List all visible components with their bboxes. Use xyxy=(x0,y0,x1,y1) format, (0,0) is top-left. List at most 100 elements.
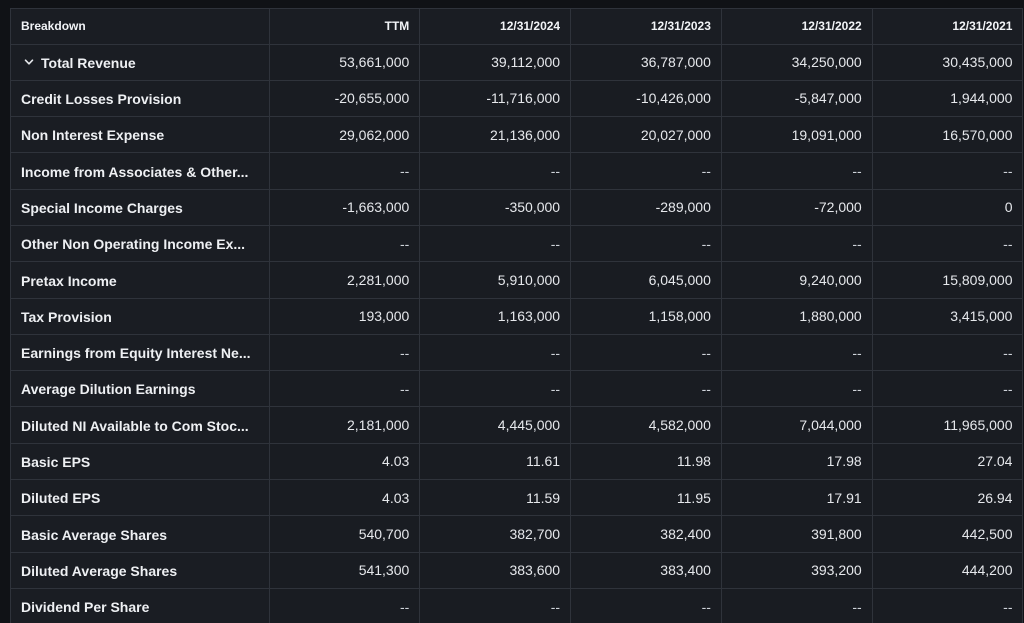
value-cell: 26.94 xyxy=(872,479,1023,517)
value-cell: 3,415,000 xyxy=(872,298,1023,335)
value-cell: -- xyxy=(721,334,873,372)
value-cell: 20,027,000 xyxy=(570,116,722,154)
value-cell: -- xyxy=(570,334,722,372)
table-row: Basic EPS 4.03 11.61 11.98 17.98 27.04 xyxy=(11,443,1023,481)
value-cell: 382,400 xyxy=(570,515,722,553)
value-cell: 4.03 xyxy=(269,479,421,517)
value-cell: 444,200 xyxy=(872,552,1023,589)
value-cell: 1,163,000 xyxy=(419,298,572,335)
value-cell: 11.61 xyxy=(419,443,572,481)
value-cell: 30,435,000 xyxy=(872,44,1023,81)
value-cell: -11,716,000 xyxy=(419,80,572,118)
value-cell: -- xyxy=(269,588,421,623)
row-label-cell: Diluted Average Shares xyxy=(11,552,270,589)
table-row: Average Dilution Earnings -- -- -- -- -- xyxy=(11,370,1023,408)
value-cell: 36,787,000 xyxy=(570,44,722,81)
value-cell: 541,300 xyxy=(269,552,421,589)
value-cell: -- xyxy=(570,152,722,190)
value-cell: -- xyxy=(570,588,722,623)
row-label-cell: Other Non Operating Income Ex... xyxy=(11,225,270,263)
income-statement-table: Breakdown TTM 12/31/2024 12/31/2023 12/3… xyxy=(11,9,1023,623)
row-label-cell: Basic Average Shares xyxy=(11,515,270,553)
value-cell: 17.98 xyxy=(721,443,873,481)
value-cell: 442,500 xyxy=(872,515,1023,553)
row-label: Earnings from Equity Interest Ne... xyxy=(21,345,251,362)
value-cell: -- xyxy=(419,588,572,623)
table-row: Diluted NI Available to Com Stoc... 2,181… xyxy=(11,406,1023,444)
value-cell: 1,944,000 xyxy=(872,80,1023,118)
value-cell: 17.91 xyxy=(721,479,873,517)
row-label-cell: Average Dilution Earnings xyxy=(11,370,270,408)
value-cell: -- xyxy=(269,334,421,372)
value-cell: -- xyxy=(721,225,873,263)
row-label: Special Income Charges xyxy=(21,199,183,216)
row-label-cell: Special Income Charges xyxy=(11,189,270,226)
value-cell: 15,809,000 xyxy=(872,261,1023,299)
value-cell: -- xyxy=(269,225,421,263)
value-cell: 4,445,000 xyxy=(419,406,572,444)
value-cell: 11.59 xyxy=(419,479,572,517)
table-row: Pretax Income 2,281,000 5,910,000 6,045,000… xyxy=(11,261,1023,299)
column-header-2024: 12/31/2024 xyxy=(419,9,572,45)
value-cell: 2,181,000 xyxy=(269,406,421,444)
table-row: Dividend Per Share -- -- -- -- -- xyxy=(11,588,1023,623)
row-label-cell: Non Interest Expense xyxy=(11,116,270,154)
table-row: Credit Losses Provision -20,655,000 -11,71… xyxy=(11,80,1023,118)
row-label: Diluted EPS xyxy=(21,490,101,507)
row-label-cell: Diluted EPS xyxy=(11,479,270,517)
value-cell: -- xyxy=(419,152,572,190)
value-cell: -- xyxy=(872,334,1023,372)
row-label: Non Interest Expense xyxy=(21,127,165,144)
value-cell: -1,663,000 xyxy=(269,189,421,226)
row-label: Dividend Per Share xyxy=(21,599,150,616)
table-row: Diluted EPS 4.03 11.59 11.95 17.91 26.94 xyxy=(11,479,1023,517)
value-cell: 391,800 xyxy=(721,515,873,553)
value-cell: 393,200 xyxy=(721,552,873,589)
value-cell: 5,910,000 xyxy=(419,261,572,299)
table-row: Diluted Average Shares 541,300 383,600 383,… xyxy=(11,552,1023,589)
value-cell: 29,062,000 xyxy=(269,116,421,154)
row-label: Other Non Operating Income Ex... xyxy=(21,236,246,253)
row-label: Diluted Average Shares xyxy=(21,562,178,579)
row-label-cell: Dividend Per Share xyxy=(11,588,270,623)
value-cell: -- xyxy=(721,152,873,190)
value-cell: 383,400 xyxy=(570,552,722,589)
row-label-cell: Tax Provision xyxy=(11,298,270,335)
value-cell: 4.03 xyxy=(269,443,421,481)
value-cell: -- xyxy=(269,370,421,408)
value-cell: 16,570,000 xyxy=(872,116,1023,154)
row-label-cell[interactable]: Total Revenue xyxy=(11,44,270,81)
table-row: Tax Provision 193,000 1,163,000 1,158,000 1,… xyxy=(11,298,1023,335)
value-cell: 383,600 xyxy=(419,552,572,589)
table-body: Total Revenue 53,661,000 39,112,000 36,787,… xyxy=(11,44,1023,623)
value-cell: 9,240,000 xyxy=(721,261,873,299)
value-cell: 11,965,000 xyxy=(872,406,1023,444)
column-header-ttm: TTM xyxy=(269,9,421,45)
table-row[interactable]: Total Revenue 53,661,000 39,112,000 36,787,… xyxy=(11,44,1023,81)
table-row: Special Income Charges -1,663,000 -350,000… xyxy=(11,189,1023,226)
table-row: Earnings from Equity Interest Ne... -- -- -… xyxy=(11,334,1023,372)
value-cell: 34,250,000 xyxy=(721,44,873,81)
value-cell: 4,582,000 xyxy=(570,406,722,444)
row-label-cell: Earnings from Equity Interest Ne... xyxy=(11,334,270,372)
value-cell: -289,000 xyxy=(570,189,722,226)
column-header-2023: 12/31/2023 xyxy=(570,9,722,45)
row-label: Total Revenue xyxy=(41,54,136,71)
row-label-cell: Income from Associates & Other... xyxy=(11,152,270,190)
column-header-2022: 12/31/2022 xyxy=(721,9,873,45)
value-cell: 21,136,000 xyxy=(419,116,572,154)
value-cell: 382,700 xyxy=(419,515,572,553)
value-cell: -- xyxy=(872,588,1023,623)
value-cell: 0 xyxy=(872,189,1023,226)
value-cell: -5,847,000 xyxy=(721,80,873,118)
value-cell: 19,091,000 xyxy=(721,116,873,154)
value-cell: -- xyxy=(721,370,873,408)
value-cell: 1,880,000 xyxy=(721,298,873,335)
value-cell: 6,045,000 xyxy=(570,261,722,299)
table-row: Basic Average Shares 540,700 382,700 382,40… xyxy=(11,515,1023,553)
table-row: Income from Associates & Other... -- -- -- -… xyxy=(11,152,1023,190)
row-label: Diluted NI Available to Com Stoc... xyxy=(21,417,249,434)
chevron-down-icon[interactable] xyxy=(23,56,35,68)
table-header-row: Breakdown TTM 12/31/2024 12/31/2023 12/3… xyxy=(11,9,1023,45)
table-row: Non Interest Expense 29,062,000 21,136,000… xyxy=(11,116,1023,154)
